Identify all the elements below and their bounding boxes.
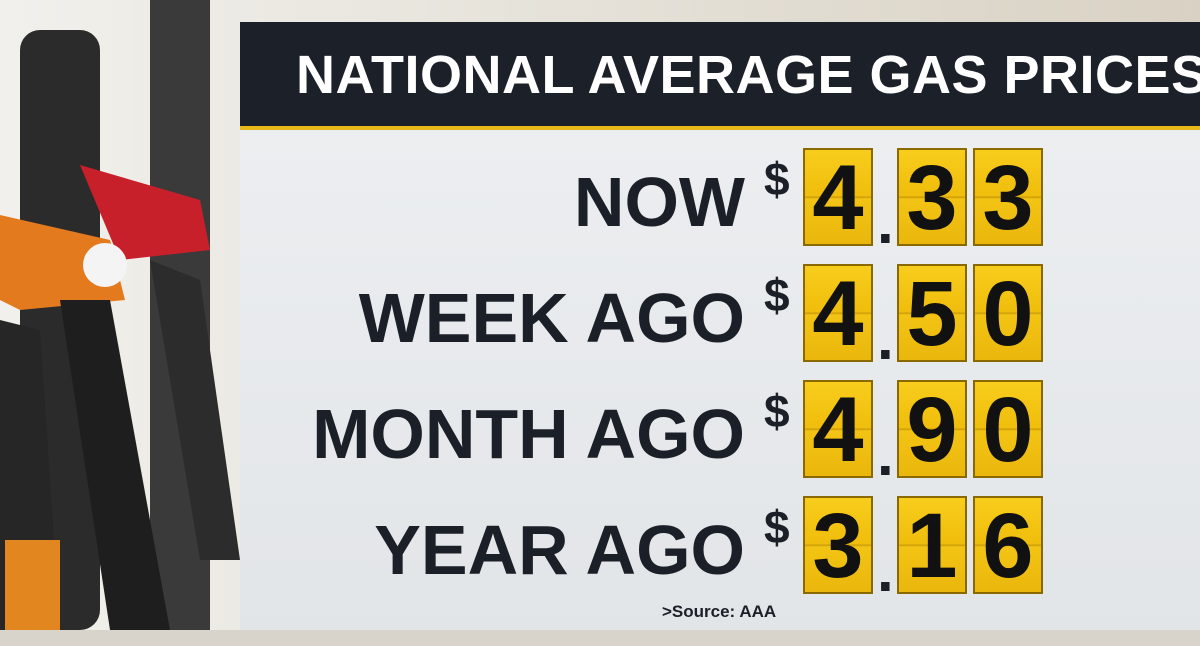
source: >Source: AAA bbox=[662, 602, 777, 621]
price-row: YEAR AGO $3. 1 6 bbox=[240, 496, 1200, 604]
decimal-point: . bbox=[877, 537, 894, 604]
header-bar: NATIONAL AVERAGE GAS PRICES bbox=[240, 22, 1200, 130]
currency-sign: $ bbox=[764, 269, 790, 321]
digit-tile: 4 bbox=[803, 264, 873, 362]
digit-tile: 1 bbox=[897, 496, 967, 594]
digit-tile: 4 bbox=[803, 148, 873, 246]
decimal-point: . bbox=[877, 421, 894, 488]
digit-tile: 0 bbox=[973, 380, 1043, 478]
row-label: MONTH AGO bbox=[312, 395, 745, 473]
digit-tile: 0 bbox=[973, 264, 1043, 362]
digit-tile: 3 bbox=[973, 148, 1043, 246]
digit-tile: 3 bbox=[897, 148, 967, 246]
price-row: WEEK AGO $4. 5 0 bbox=[240, 264, 1200, 372]
digit-tile: 3 bbox=[803, 496, 873, 594]
currency-sign: $ bbox=[764, 385, 790, 437]
row-label: YEAR AGO bbox=[374, 511, 745, 589]
price-row: MONTH AGO $4. 9 0 bbox=[240, 380, 1200, 488]
currency-sign: $ bbox=[764, 501, 790, 553]
row-label: NOW bbox=[573, 163, 745, 241]
digit-tile: 6 bbox=[973, 496, 1043, 594]
digit-tile: 4 bbox=[803, 380, 873, 478]
screen: NATIONAL AVERAGE GAS PRICES NOW $4. 3 3 WEEK… bbox=[0, 0, 1200, 630]
digit-tile: 9 bbox=[897, 380, 967, 478]
currency-sign: $ bbox=[764, 153, 790, 205]
decimal-point: . bbox=[877, 305, 894, 372]
digit-tile: 5 bbox=[897, 264, 967, 362]
decimal-point: . bbox=[877, 189, 894, 256]
row-label: WEEK AGO bbox=[358, 279, 745, 357]
title: NATIONAL AVERAGE GAS PRICES bbox=[296, 45, 1200, 105]
price-row: NOW $4. 3 3 bbox=[240, 148, 1200, 256]
